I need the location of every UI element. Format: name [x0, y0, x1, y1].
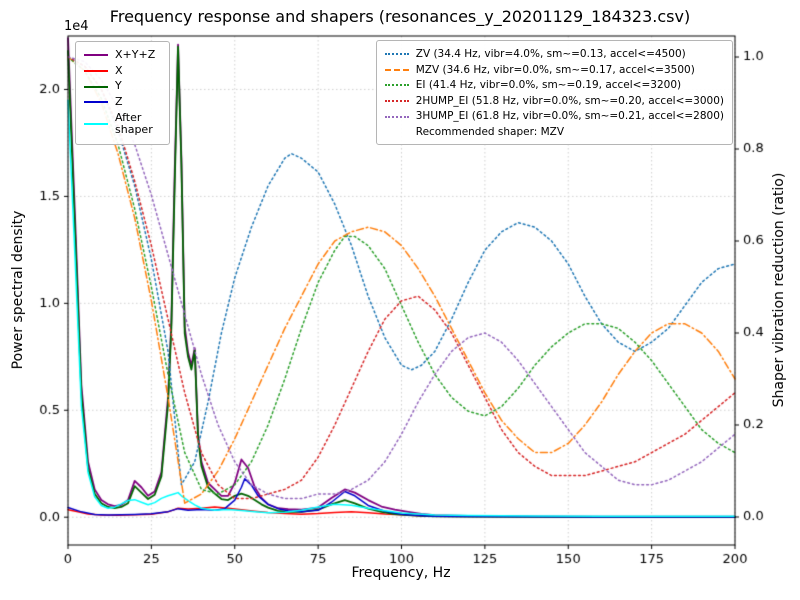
y-axis-label-left: Power spectral density: [10, 210, 26, 370]
legend-item-label: ZV (34.4 Hz, vibr=4.0%, sm~=0.13, accel<…: [415, 48, 686, 60]
legend-line-swatch: [84, 123, 108, 126]
legend-line-swatch: [84, 54, 108, 57]
legend-item-label: EI (41.4 Hz, vibr=0.0%, sm~=0.19, accel<…: [415, 79, 682, 92]
y-axis-label-right: Shaper vibration reduction (ratio): [771, 172, 787, 408]
legend-shapers: ZV (34.4 Hz, vibr=4.0%, sm~=0.13, accel<…: [375, 40, 733, 145]
legend-item-label: MZV (34.6 Hz, vibr=0.0%, sm~=0.17, accel…: [415, 63, 695, 76]
legend-line-swatch: [84, 101, 108, 104]
chart-title: Frequency response and shapers (resonanc…: [109, 7, 691, 26]
legend-psd: X+Y+Z X Y Z After shaper: [75, 41, 170, 145]
legend-item: After shaper: [84, 110, 161, 137]
legend-item-label: X+Y+Z: [115, 48, 156, 61]
legend-line-swatch: [384, 84, 409, 87]
legend-item: Z: [84, 94, 161, 109]
legend-line-swatch: [384, 115, 409, 118]
legend-item: MZV (34.6 Hz, vibr=0.0%, sm~=0.17, accel…: [384, 63, 724, 77]
legend-item: X+Y+Z: [84, 48, 161, 62]
legend-item: Y: [84, 80, 161, 93]
legend-line-swatch: [384, 100, 409, 103]
legend-line-swatch: [384, 53, 409, 56]
legend-note: Recommended shaper: MZV: [415, 125, 565, 138]
legend-line-swatch: [384, 68, 409, 71]
legend-item: X: [84, 63, 161, 78]
y-axis-offset-text: 1e4: [64, 19, 89, 34]
legend-item-label: 2HUMP_EI (51.8 Hz, vibr=0.0%, sm~=0.20, …: [415, 94, 724, 107]
legend-item-label: Y: [115, 79, 122, 93]
legend-item-label: 3HUMP_EI (61.8 Hz, vibr=0.0%, sm~=0.21, …: [415, 110, 724, 123]
legend-item: ZV (34.4 Hz, vibr=4.0%, sm~=0.13, accel<…: [384, 48, 724, 61]
legend-line-swatch: [84, 85, 108, 88]
legend-item: 2HUMP_EI (51.8 Hz, vibr=0.0%, sm~=0.20, …: [384, 94, 724, 108]
legend-item: EI (41.4 Hz, vibr=0.0%, sm~=0.19, accel<…: [384, 79, 724, 92]
legend-item-label: After shaper: [115, 110, 153, 137]
legend-line-swatch: [84, 69, 108, 72]
legend-item-label: X: [115, 63, 123, 77]
x-axis-label: Frequency, Hz: [351, 565, 451, 581]
legend-item-label: Z: [115, 94, 123, 108]
legend-item: 3HUMP_EI (61.8 Hz, vibr=0.0%, sm~=0.21, …: [384, 110, 724, 123]
